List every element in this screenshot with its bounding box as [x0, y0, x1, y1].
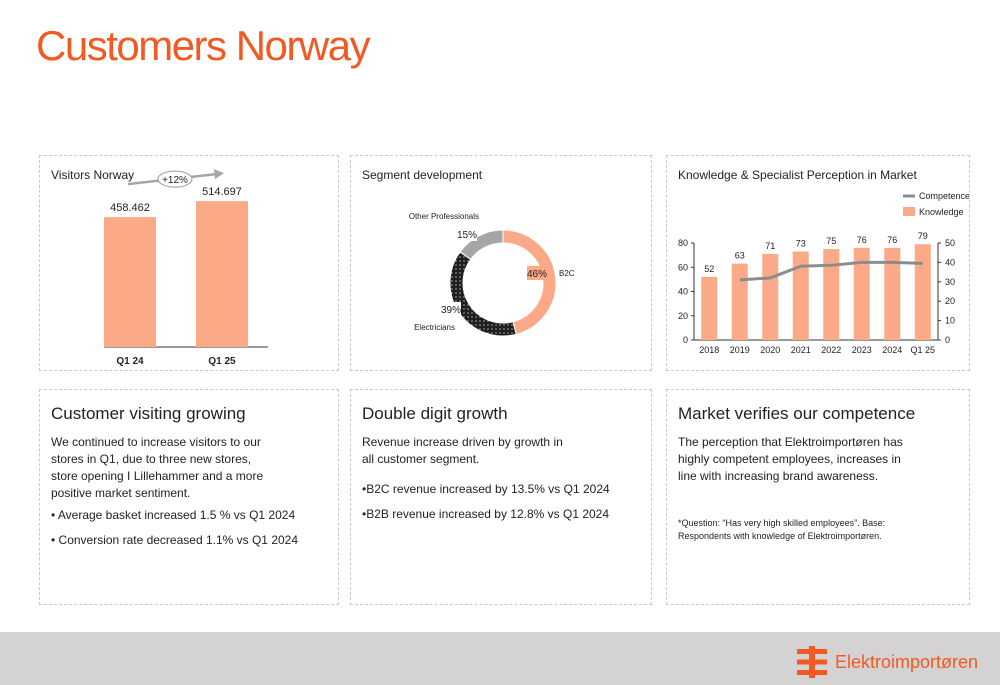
left-tick-label: 40: [678, 287, 688, 297]
brand-mark-icon: [796, 646, 827, 678]
right-tick-label: 20: [945, 296, 955, 306]
knowledge-value-label: 52: [704, 264, 714, 274]
knowledge-value-label: 76: [887, 235, 897, 245]
segment-pct-bg: [527, 266, 547, 280]
market-title: Market verifies our competence: [678, 404, 916, 423]
perception-title: Knowledge & Specialist Perception in Mar…: [678, 168, 917, 182]
left-tick-label: 80: [678, 238, 688, 248]
x-tick-label: 2024: [882, 345, 902, 355]
segment-pct-label: 46%: [527, 269, 547, 280]
knowledge-value-label: 71: [765, 241, 775, 251]
right-tick-label: 10: [945, 316, 955, 326]
left-tick-label: 20: [678, 311, 688, 321]
visitors-category-label: Q1 25: [208, 356, 236, 367]
knowledge-value-label: 76: [857, 235, 867, 245]
knowledge-value-label: 75: [826, 236, 836, 246]
growth-badge: [157, 170, 193, 188]
knowledge-bar: [823, 249, 840, 340]
knowledge-bar: [731, 263, 748, 340]
right-tick-label: 40: [945, 257, 955, 267]
segment-title: Segment development: [362, 168, 483, 182]
double-bullet-1: •B2C revenue increased by 13.5% vs Q1 20…: [362, 482, 610, 496]
visitors-bar: [104, 217, 156, 347]
knowledge-value-label: 73: [796, 238, 806, 248]
knowledge-bar: [884, 247, 901, 340]
right-tick-label: 50: [945, 238, 955, 248]
growing-bullet-2: • Conversion rate decreased 1.1% vs Q1 2…: [51, 533, 299, 547]
x-tick-label: Q1 25: [910, 345, 935, 355]
market-panel: Market verifies our competence The perce…: [666, 389, 970, 605]
growth-label: +12%: [162, 175, 188, 186]
x-tick-label: 2021: [791, 345, 811, 355]
visitors-bar: [196, 201, 248, 347]
visitors-chart: 458.462 Q1 24 514.697 Q1 25 +12%: [104, 169, 268, 367]
segment-pct-bg: [457, 227, 477, 241]
double-title: Double digit growth: [362, 404, 508, 423]
legend-competence-label: Competence*: [919, 191, 969, 201]
right-tick-label: 30: [945, 277, 955, 287]
x-tick-label: 2023: [852, 345, 872, 355]
segment-slice-electricians: [449, 251, 517, 337]
knowledge-bar: [701, 276, 718, 340]
legend-knowledge-label: Knowledge: [919, 207, 964, 217]
market-paragraph: The perception that Elektroimportøren ha…: [678, 435, 903, 483]
segment-pct-label: 39%: [441, 305, 461, 316]
x-tick-label: 2018: [699, 345, 719, 355]
segment-slice-b2c: [502, 229, 557, 335]
double-bullet-2: •B2B revenue increased by 12.8% vs Q1 20…: [362, 507, 610, 521]
segment-panel: Segment development 46% B2C 39% Electrician…: [350, 155, 652, 371]
right-tick-label: 0: [945, 335, 950, 345]
segment-pct-label: 15%: [457, 230, 477, 241]
segment-chart: 46% B2C 39% Electricians 15% Other Profession…: [409, 212, 575, 337]
perception-chart: 0 20 40 60 80 0 10 20 30 40 50 52 2018 63 2019 71 2020 73…: [678, 191, 969, 355]
market-footnote: *Question: “Has very high skilled employ…: [678, 518, 886, 541]
knowledge-bar: [762, 253, 779, 340]
segment-name-label: Other Professionals: [409, 212, 479, 221]
brand-logo: Elektroimportøren: [796, 646, 978, 678]
brand-name: Elektroimportøren: [834, 651, 978, 672]
segment-name-label: Electricians: [414, 323, 455, 332]
knowledge-value-label: 79: [918, 231, 928, 241]
knowledge-bar: [792, 251, 809, 340]
growing-paragraph: We continued to increase visitors to our…: [51, 435, 264, 500]
visitors-category-label: Q1 24: [116, 356, 144, 367]
growth-arrow-head-icon: [214, 169, 224, 180]
visitors-title: Visitors Norway: [51, 168, 135, 182]
x-tick-label: 2022: [821, 345, 841, 355]
visitors-panel: Visitors Norway 458.462 Q1 24 514.697 Q1 25…: [39, 155, 339, 371]
growing-bullet-1: • Average basket increased 1.5 % vs Q1 2…: [51, 508, 296, 522]
visitors-value-label: 458.462: [110, 202, 150, 214]
left-tick-label: 0: [683, 335, 688, 345]
legend-knowledge-swatch: [903, 207, 915, 216]
double-panel: Double digit growth Revenue increase dri…: [350, 389, 652, 605]
visitors-value-label: 514.697: [202, 186, 242, 198]
growing-panel: Customer visiting growing We continued t…: [39, 389, 339, 605]
segment-name-label: B2C: [559, 269, 575, 278]
page-title: Customers Norway: [36, 22, 371, 69]
x-tick-label: 2019: [730, 345, 750, 355]
knowledge-bar: [853, 247, 870, 340]
competence-line: [739, 260, 923, 282]
footer: Elektroimportøren: [0, 632, 1000, 685]
knowledge-bar: [914, 244, 931, 340]
x-tick-label: 2020: [760, 345, 780, 355]
knowledge-value-label: 63: [735, 251, 745, 261]
perception-panel: Knowledge & Specialist Perception in Mar…: [666, 155, 970, 371]
left-tick-label: 60: [678, 262, 688, 272]
double-paragraph: Revenue increase driven by growth in all…: [362, 435, 563, 466]
segment-pct-bg: [441, 302, 461, 316]
growing-title: Customer visiting growing: [51, 404, 246, 423]
